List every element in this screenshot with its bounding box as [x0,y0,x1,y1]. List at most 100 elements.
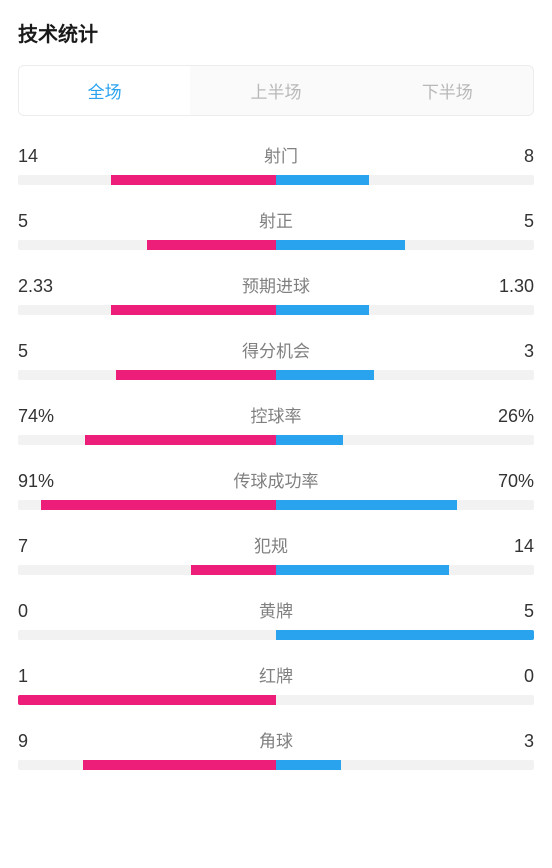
stat-label: 传球成功率 [54,467,498,492]
stat-bar-left-half [18,370,276,380]
stat-row: 14射门8 [18,142,534,185]
stat-bar-right-fill [276,565,449,575]
stat-bar-right-half [276,175,534,185]
stat-right-value: 14 [514,536,534,557]
stat-bar-left-fill [111,305,276,315]
stat-right-value: 5 [524,211,534,232]
stat-left-value: 5 [18,341,28,362]
stat-bar-track [18,695,534,705]
stat-bar-left-half [18,500,276,510]
stat-header: 1红牌0 [18,662,534,687]
stat-bar-right-half [276,565,534,575]
stat-bar-right-fill [276,435,343,445]
stat-right-value: 0 [524,666,534,687]
stat-right-value: 1.30 [499,276,534,297]
stat-bar-right-half [276,500,534,510]
stat-header: 74%控球率26% [18,402,534,427]
tab-1[interactable]: 上半场 [190,66,361,115]
stat-header: 0黄牌5 [18,597,534,622]
stat-row: 7犯规14 [18,532,534,575]
stat-bar-track [18,435,534,445]
tab-label: 下半场 [422,83,473,102]
stat-bar-left-half [18,565,276,575]
tab-0[interactable]: 全场 [19,66,190,115]
stat-label: 预期进球 [53,272,499,297]
stat-row: 9角球3 [18,727,534,770]
stat-row: 0黄牌5 [18,597,534,640]
stat-left-value: 14 [18,146,38,167]
stat-bar-left-fill [85,435,276,445]
tab-2[interactable]: 下半场 [362,66,533,115]
stat-left-value: 7 [18,536,28,557]
stat-right-value: 8 [524,146,534,167]
stat-left-value: 5 [18,211,28,232]
stat-header: 14射门8 [18,142,534,167]
stat-right-value: 70% [498,471,534,492]
period-tabs: 全场 上半场 下半场 [18,65,534,116]
stat-row: 91%传球成功率70% [18,467,534,510]
stat-bar-track [18,630,534,640]
stat-left-value: 74% [18,406,54,427]
stat-label: 犯规 [28,532,514,557]
stat-label: 射正 [28,207,524,232]
stat-bar-right-fill [276,240,405,250]
stat-bar-track [18,305,534,315]
stat-bar-track [18,565,534,575]
stat-bar-right-fill [276,175,369,185]
stat-bar-left-fill [18,695,276,705]
stat-bar-left-half [18,305,276,315]
stat-header: 2.33预期进球1.30 [18,272,534,297]
stat-label: 得分机会 [28,337,524,362]
stat-right-value: 3 [524,341,534,362]
stat-bar-right-half [276,630,534,640]
stat-bar-left-fill [111,175,276,185]
stat-bar-right-half [276,695,534,705]
stat-bar-left-half [18,695,276,705]
stat-header: 7犯规14 [18,532,534,557]
stat-bar-left-half [18,435,276,445]
stat-bar-right-half [276,370,534,380]
stat-bar-right-half [276,305,534,315]
stat-bar-track [18,760,534,770]
stat-bar-right-fill [276,370,374,380]
stat-header: 5得分机会3 [18,337,534,362]
stat-left-value: 0 [18,601,28,622]
stat-row: 5得分机会3 [18,337,534,380]
stat-left-value: 1 [18,666,28,687]
stat-label: 控球率 [54,402,498,427]
stat-label: 黄牌 [28,597,524,622]
stat-bar-left-half [18,760,276,770]
stat-bar-left-fill [191,565,276,575]
stat-header: 91%传球成功率70% [18,467,534,492]
stat-bar-track [18,240,534,250]
stat-label: 红牌 [28,662,524,687]
stat-row: 1红牌0 [18,662,534,705]
stat-bar-left-fill [41,500,276,510]
stat-left-value: 9 [18,731,28,752]
stat-bar-track [18,370,534,380]
stat-label: 角球 [28,727,524,752]
stat-bar-left-half [18,175,276,185]
stat-right-value: 5 [524,601,534,622]
stat-bar-right-fill [276,760,341,770]
stat-bar-left-fill [116,370,276,380]
stat-left-value: 91% [18,471,54,492]
stat-bar-left-fill [147,240,276,250]
stat-bar-track [18,500,534,510]
stat-right-value: 26% [498,406,534,427]
stat-header: 5射正5 [18,207,534,232]
stat-bar-track [18,175,534,185]
page-title: 技术统计 [18,18,534,47]
stat-bar-left-fill [83,760,277,770]
stat-bar-right-fill [276,500,457,510]
stat-row: 74%控球率26% [18,402,534,445]
stat-bar-left-half [18,240,276,250]
stat-bar-right-half [276,435,534,445]
stat-label: 射门 [38,142,524,167]
stat-bar-right-fill [276,305,369,315]
stat-left-value: 2.33 [18,276,53,297]
stat-row: 5射正5 [18,207,534,250]
stat-bar-right-half [276,240,534,250]
stat-bar-left-half [18,630,276,640]
tab-label: 上半场 [250,83,301,102]
